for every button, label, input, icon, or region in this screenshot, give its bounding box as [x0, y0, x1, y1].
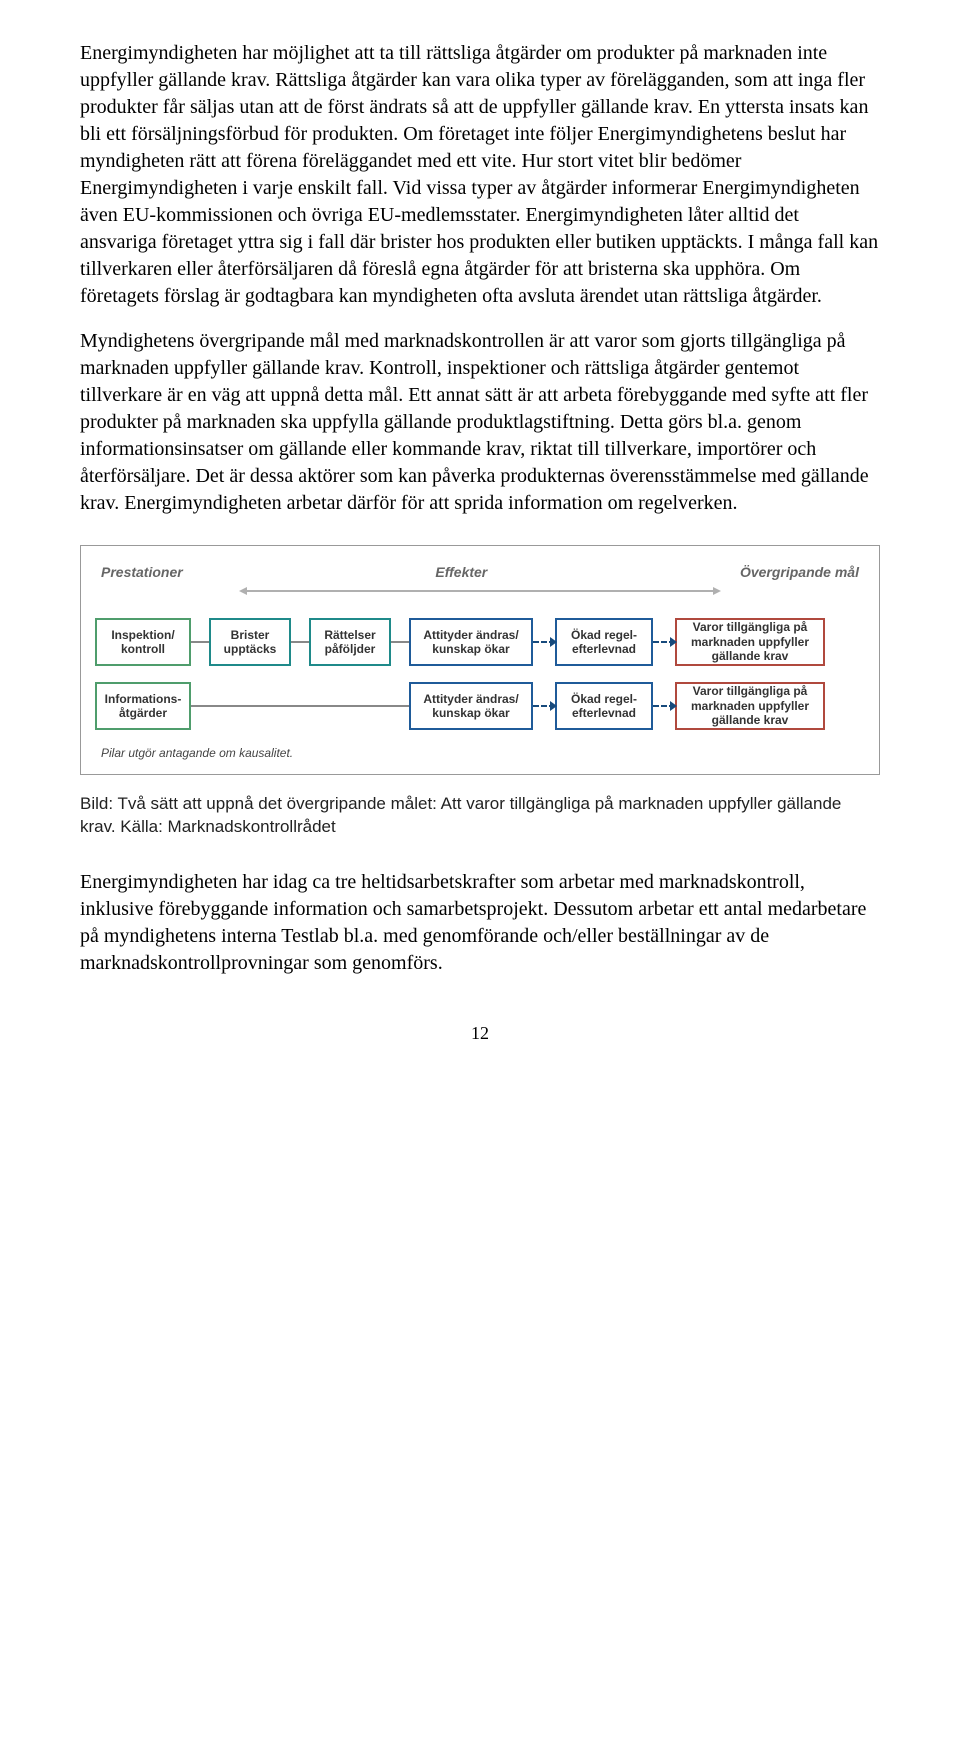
header-mid: Effekter [435, 564, 487, 580]
diagram-row-2: Informations-åtgärder Attityder ändras/k… [95, 682, 865, 730]
body-paragraph-1: Energimyndigheten har möjlighet att ta t… [80, 40, 880, 310]
spectrum-line [245, 590, 715, 592]
connector-long [191, 682, 409, 730]
document-page: Energimyndigheten har möjlighet att ta t… [0, 0, 960, 1084]
figure-caption: Bild: Två sätt att uppnå det övergripand… [80, 793, 880, 839]
dashed-arrow [533, 682, 555, 730]
dashed-arrow [533, 618, 555, 666]
box-efterlevnad-2: Ökad regel-efterlevnad [555, 682, 653, 730]
goals-diagram: Prestationer Effekter Övergripande mål I… [80, 545, 880, 775]
diagram-footnote: Pilar utgör antagande om kausalitet. [101, 746, 865, 760]
box-mal-2: Varor tillgängliga påmarknaden uppfyller… [675, 682, 825, 730]
dashed-arrow [653, 682, 675, 730]
connector [291, 618, 309, 666]
page-number: 12 [80, 1023, 880, 1044]
box-attityder-2: Attityder ändras/kunskap ökar [409, 682, 533, 730]
connector [191, 618, 209, 666]
box-inspektion: Inspektion/kontroll [95, 618, 191, 666]
connector [391, 618, 409, 666]
header-right: Övergripande mål [740, 564, 859, 580]
header-left: Prestationer [101, 564, 183, 580]
body-paragraph-3: Energimyndigheten har idag ca tre heltid… [80, 869, 880, 977]
box-attityder-1: Attityder ändras/kunskap ökar [409, 618, 533, 666]
box-rattelser: Rättelserpåföljder [309, 618, 391, 666]
diagram-row-1: Inspektion/kontroll Bristerupptäcks Rätt… [95, 618, 865, 666]
diagram-header: Prestationer Effekter Övergripande mål [95, 564, 865, 580]
dashed-arrow [653, 618, 675, 666]
box-information: Informations-åtgärder [95, 682, 191, 730]
box-brister: Bristerupptäcks [209, 618, 291, 666]
box-mal-1: Varor tillgängliga påmarknaden uppfyller… [675, 618, 825, 666]
body-paragraph-2: Myndighetens övergripande mål med markna… [80, 328, 880, 517]
box-efterlevnad-1: Ökad regel-efterlevnad [555, 618, 653, 666]
